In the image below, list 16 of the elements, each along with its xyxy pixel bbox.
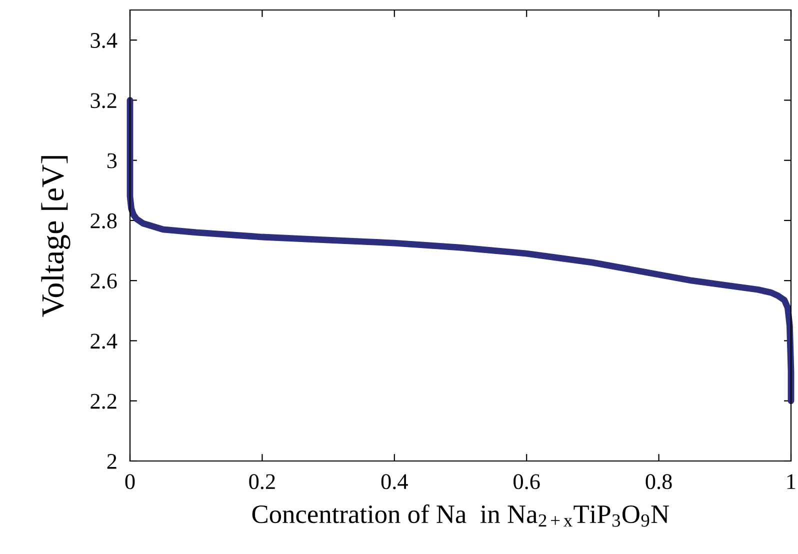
y-tick-label: 2: [107, 454, 116, 469]
y-tick-label: 2.8: [90, 213, 117, 228]
y-tick-label: 2.4: [90, 334, 118, 349]
y-tick-label: 3.2: [90, 93, 116, 108]
x-tick-label: 0: [125, 474, 135, 490]
x-tick-label: 0.4: [381, 474, 408, 490]
y-tick-label: 3.4: [90, 33, 118, 48]
x-tick-label: 1: [787, 474, 796, 489]
x-axis-title: Concentration of Na in Na$_{2+x}$TiP$_{3}$O$_{9}$N: [252, 504, 669, 527]
y-tick-label: 3: [107, 153, 117, 168]
y-tick-label: 2.2: [90, 394, 116, 409]
x-tick-label: 0.2: [249, 474, 275, 490]
x-tick-label: 0.6: [514, 474, 540, 490]
x-tick-label: 0.8: [646, 474, 672, 490]
y-axis-title: Voltage [eV]: [41, 156, 70, 317]
y-tick-label: 2.6: [90, 274, 117, 289]
